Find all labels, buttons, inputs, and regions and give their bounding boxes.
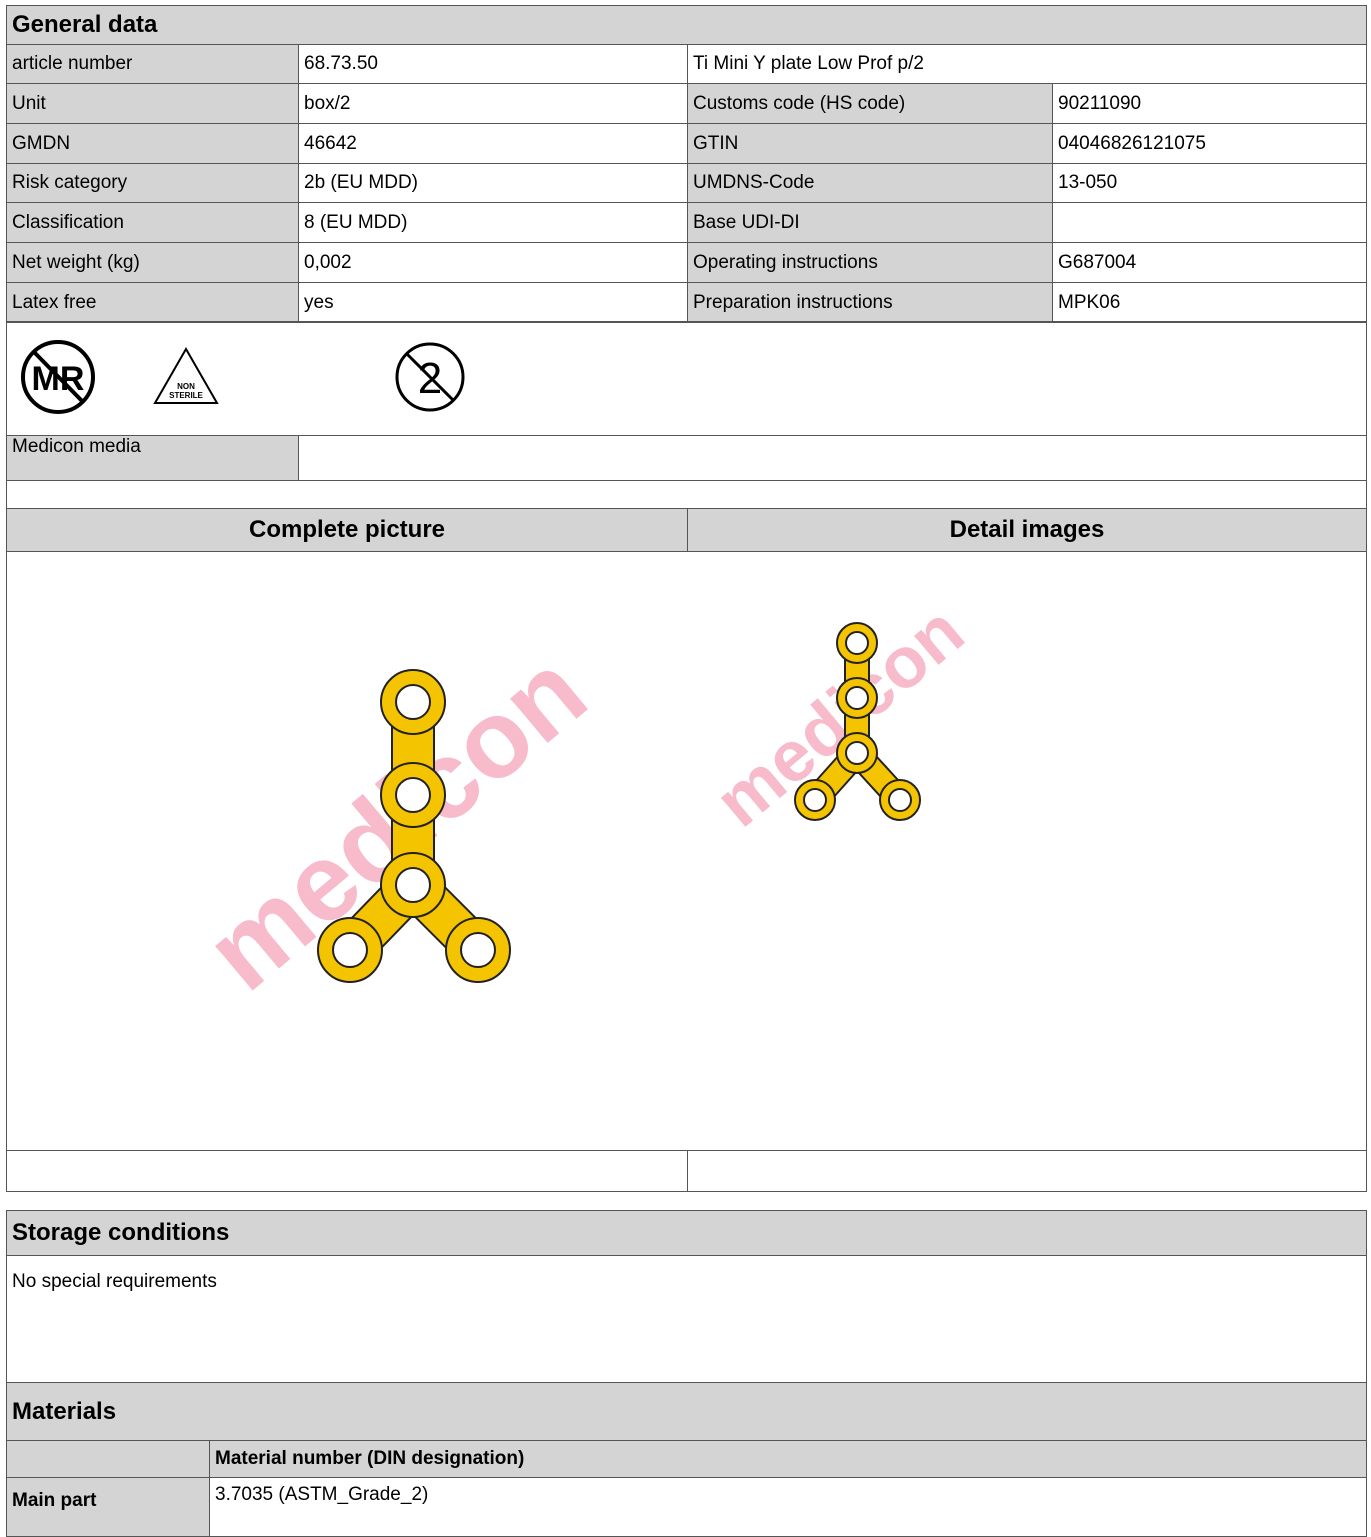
label: Main part [6, 1477, 210, 1537]
value: 04046826121075 [1052, 123, 1367, 164]
label: Risk category [6, 163, 299, 203]
label: Preparation instructions [687, 282, 1053, 323]
label: Net weight (kg) [6, 242, 299, 283]
value: Ti Mini Y plate Low Prof p/2 [687, 44, 1367, 84]
label: Customs code (HS code) [687, 83, 1053, 124]
caption-cell [687, 1150, 1367, 1192]
label: Operating instructions [687, 242, 1053, 283]
header-cell: Material number (DIN designation) [209, 1440, 1367, 1478]
spacer [6, 480, 1367, 509]
value: 46642 [298, 123, 688, 164]
storage-text: No special requirements [6, 1255, 1367, 1383]
label: Medicon media [6, 435, 299, 481]
value: 90211090 [1052, 83, 1367, 124]
label: Latex free [6, 282, 299, 323]
label: Classification [6, 202, 299, 243]
label: Unit [6, 83, 299, 124]
image-area [6, 551, 1367, 1151]
value: 2b (EU MDD) [298, 163, 688, 203]
value: 3.7035 (ASTM_Grade_2) [209, 1477, 1367, 1537]
label: article number [6, 44, 299, 84]
value: G687004 [1052, 242, 1367, 283]
column-title: Complete picture [6, 508, 688, 552]
value: yes [298, 282, 688, 323]
section-title: Materials [6, 1382, 1367, 1441]
value: box/2 [298, 83, 688, 124]
header-cell [6, 1440, 210, 1478]
value: 68.73.50 [298, 44, 688, 84]
value [1052, 202, 1367, 243]
section-title: Storage conditions [6, 1210, 1367, 1256]
label: UMDNS-Code [687, 163, 1053, 203]
caption-cell [6, 1150, 688, 1192]
value [298, 435, 1367, 481]
section-title: General data [6, 5, 1367, 45]
column-title: Detail images [687, 508, 1367, 552]
value: 13-050 [1052, 163, 1367, 203]
value: 0,002 [298, 242, 688, 283]
label: Base UDI-DI [687, 202, 1053, 243]
icon-row [6, 321, 1367, 436]
label: GTIN [687, 123, 1053, 164]
value: 8 (EU MDD) [298, 202, 688, 243]
value: MPK06 [1052, 282, 1367, 323]
label: GMDN [6, 123, 299, 164]
